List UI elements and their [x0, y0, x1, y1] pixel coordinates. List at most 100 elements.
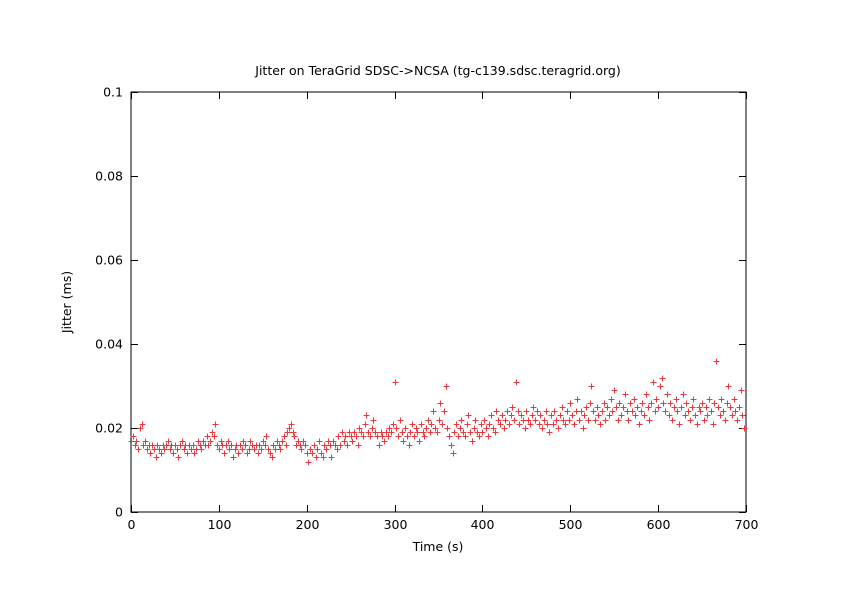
data-point — [339, 429, 346, 436]
x-tick-label: 500 — [559, 517, 583, 532]
data-point — [741, 425, 748, 432]
data-point — [341, 438, 348, 445]
data-point — [546, 429, 553, 436]
x-tick-label: 400 — [471, 517, 495, 532]
data-point — [218, 438, 225, 445]
data-point — [448, 442, 455, 449]
data-point — [267, 450, 274, 457]
data-point — [321, 442, 328, 449]
data-point — [247, 438, 254, 445]
data-point — [690, 396, 697, 403]
data-point — [244, 450, 251, 457]
data-point — [536, 421, 543, 428]
data-point — [457, 425, 464, 432]
data-point — [548, 412, 555, 419]
data-point — [566, 417, 573, 424]
x-tick-label: 100 — [208, 517, 232, 532]
data-point — [578, 408, 585, 415]
data-point — [467, 429, 474, 436]
data-point — [453, 421, 460, 428]
y-tick-label: 0.08 — [95, 169, 123, 184]
data-point — [666, 412, 673, 419]
data-point — [567, 400, 574, 407]
chart-title: Jitter on TeraGrid SDSC->NCSA (tg-c139.s… — [254, 63, 620, 78]
data-point — [650, 379, 657, 386]
data-point — [631, 396, 638, 403]
data-point — [504, 408, 511, 415]
data-point — [557, 412, 564, 419]
data-point — [513, 379, 520, 386]
data-point — [407, 429, 414, 436]
data-point — [349, 438, 356, 445]
data-point — [471, 425, 478, 432]
data-point — [625, 417, 632, 424]
data-point — [511, 417, 518, 424]
data-point — [530, 404, 537, 411]
data-point — [664, 391, 671, 398]
data-point — [613, 404, 620, 411]
data-point — [420, 429, 427, 436]
data-point — [622, 391, 629, 398]
data-point — [717, 412, 724, 419]
data-point — [381, 438, 388, 445]
data-point — [446, 433, 453, 440]
data-point — [427, 429, 434, 436]
data-point — [409, 421, 416, 428]
data-point — [226, 446, 233, 453]
data-point — [509, 404, 516, 411]
x-axis-label: Time (s) — [412, 539, 464, 554]
data-point — [732, 408, 739, 415]
data-point — [363, 412, 370, 419]
data-point — [634, 404, 641, 411]
data-point — [416, 438, 423, 445]
data-point — [689, 404, 696, 411]
data-point — [265, 446, 272, 453]
data-point — [369, 425, 376, 432]
data-point — [544, 421, 551, 428]
data-point — [629, 408, 636, 415]
data-point — [609, 408, 616, 415]
data-point — [316, 438, 323, 445]
x-axis: 0 100 200 300 400 500 600 700 — [128, 92, 758, 532]
data-point — [641, 412, 648, 419]
data-point — [212, 421, 219, 428]
data-point — [421, 433, 428, 440]
data-point — [594, 404, 601, 411]
data-point — [413, 425, 420, 432]
data-point — [711, 400, 718, 407]
data-point — [638, 408, 645, 415]
data-point — [483, 425, 490, 432]
data-point — [221, 450, 228, 457]
data-point — [437, 400, 444, 407]
data-point — [362, 421, 369, 428]
data-point — [687, 417, 694, 424]
data-point — [311, 442, 318, 449]
data-point — [276, 442, 283, 449]
data-point — [411, 433, 418, 440]
data-point — [490, 425, 497, 432]
data-point — [443, 383, 450, 390]
data-point — [232, 446, 239, 453]
data-point — [571, 421, 578, 428]
data-point — [590, 408, 597, 415]
data-point — [583, 404, 590, 411]
data-point — [518, 412, 525, 419]
data-point — [724, 400, 731, 407]
data-point — [279, 438, 286, 445]
data-point — [397, 417, 404, 424]
data-point — [190, 442, 197, 449]
data-point — [372, 429, 379, 436]
data-point — [736, 404, 743, 411]
data-point — [204, 433, 211, 440]
data-point — [356, 425, 363, 432]
data-point — [277, 446, 284, 453]
data-point — [200, 438, 207, 445]
data-point — [636, 421, 643, 428]
data-point — [725, 383, 732, 390]
data-point — [255, 450, 262, 457]
data-point — [337, 442, 344, 449]
data-point — [370, 417, 377, 424]
data-point — [283, 442, 290, 449]
data-point — [479, 429, 486, 436]
data-point — [414, 429, 421, 436]
